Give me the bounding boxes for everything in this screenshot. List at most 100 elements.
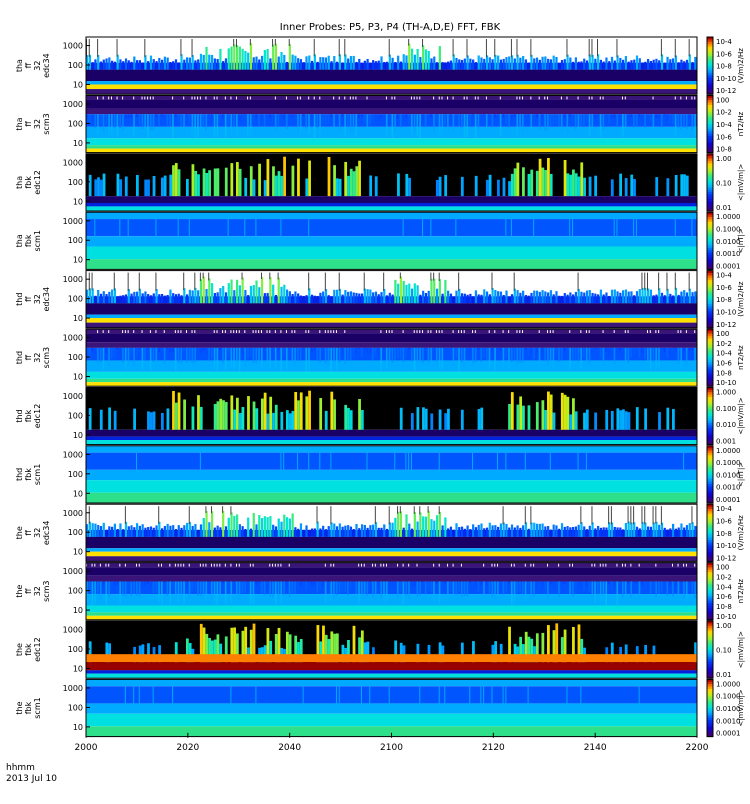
spectrum-cell — [161, 413, 164, 430]
spectrum-cell — [547, 392, 550, 430]
spectrum-cell — [533, 291, 535, 304]
spectrum-cell — [158, 294, 160, 303]
spectrum-cell — [600, 60, 602, 70]
spectrum-cell — [200, 114, 202, 133]
spectrum-cell — [239, 564, 240, 567]
spectrum-cell — [633, 219, 634, 236]
spectrum-cell — [436, 348, 438, 365]
spectrum-cell — [375, 292, 377, 304]
spectrum-cell — [358, 564, 359, 567]
spectrum-cell — [189, 506, 190, 524]
spectrum-cell — [416, 114, 418, 136]
spectrum-band — [86, 271, 697, 297]
spectrum-cell — [392, 114, 394, 138]
spectrum-cell — [472, 524, 474, 536]
spectrum-cell — [319, 348, 321, 362]
spectrum-cell — [547, 348, 549, 365]
spectrum-cell — [242, 581, 244, 593]
spectrum-cell — [217, 526, 219, 537]
panel-ylabel: tha — [15, 234, 24, 247]
spectrum-cell — [622, 348, 624, 355]
spectrum-cell — [422, 291, 424, 303]
spectrum-cell — [514, 289, 516, 304]
spectrum-cell — [150, 348, 152, 371]
spectrum-cell — [375, 114, 377, 115]
spectrum-cell — [508, 348, 510, 368]
spectrum-cell — [114, 273, 115, 291]
spectrum-cell — [622, 409, 625, 429]
panel-ylabel: edc12 — [33, 170, 42, 195]
spectrum-cell — [558, 581, 560, 597]
spectrum-cell — [666, 178, 669, 196]
spectrum-cell — [183, 348, 185, 357]
spectrum-cell — [103, 174, 106, 197]
spectrum-cell — [644, 62, 646, 70]
spectrum-cell — [539, 330, 540, 333]
spectrum-cell — [569, 219, 570, 236]
colorbar-tick-label: 10-4 — [716, 38, 732, 46]
spectrum-cell — [650, 527, 652, 537]
spectrum-cell — [169, 526, 171, 537]
spectrum-cell — [511, 564, 512, 567]
spectrum-cell — [600, 97, 601, 100]
spectrum-cell — [397, 348, 399, 359]
spectrum-cell — [694, 526, 696, 537]
spectrum-cell — [666, 348, 668, 358]
spectrum-cell — [344, 405, 347, 430]
spectrum-cell — [380, 56, 382, 69]
spectrum-cell — [578, 453, 579, 470]
spectrum-cell — [683, 527, 685, 536]
spectrum-cell — [436, 289, 438, 304]
spectrum-cell — [622, 60, 624, 70]
spectrum-cell — [389, 330, 390, 333]
spectrum-cell — [325, 581, 327, 603]
spectrum-cell — [164, 296, 166, 304]
spectrum-cell — [389, 686, 390, 703]
spectrum-cell — [616, 564, 617, 567]
spectrum-cell — [564, 581, 566, 583]
spectrum-cell — [294, 581, 296, 593]
spectrum-cell — [294, 348, 296, 366]
colorbar-unit-label: <|mV/m|> — [737, 164, 745, 201]
spectrum-band — [86, 670, 697, 673]
spectrum-cell — [458, 527, 460, 537]
spectrum-cell — [133, 409, 136, 430]
spectrum-cell — [105, 530, 107, 537]
spectrum-cell — [139, 114, 141, 125]
spectrum-cell — [466, 581, 468, 595]
colorbar-tick-label: 10-2 — [716, 340, 732, 348]
spectrum-cell — [608, 114, 610, 124]
spectrum-cell — [419, 114, 421, 138]
spectrum-cell — [314, 114, 316, 138]
spectrum-cell — [342, 348, 344, 354]
spectrum-cell — [247, 295, 249, 303]
spectrum-cell — [97, 581, 99, 594]
spectrum-cell — [100, 62, 102, 70]
spectrum-cell — [292, 166, 295, 196]
spectrum-cell — [172, 293, 174, 303]
spectrum-cell — [453, 114, 455, 132]
spectrum-cell — [480, 524, 482, 537]
spectrum-cell — [619, 293, 621, 303]
spectrum-cell — [186, 57, 188, 69]
spectrum-cell — [114, 348, 116, 357]
spectrum-band — [86, 149, 697, 153]
spectrum-cell — [436, 515, 438, 537]
spectrum-cell — [183, 581, 185, 604]
spectrum-cell — [192, 407, 195, 430]
spectrum-cell — [214, 293, 216, 303]
spectrum-cell — [244, 290, 246, 303]
spectrum-cell — [497, 453, 498, 470]
spectrum-cell — [211, 564, 212, 567]
spectrum-cell — [355, 62, 357, 70]
colorbar-tick-label: 1.000 — [716, 388, 736, 396]
spectrum-cell — [575, 581, 577, 590]
spectrum-cell — [569, 114, 571, 116]
colorbar-tick-label: 10-10 — [716, 613, 736, 621]
spectrum-cell — [628, 292, 630, 304]
spectrum-cell — [375, 348, 377, 357]
spectrum-cell — [622, 529, 624, 536]
spectrum-cell — [283, 515, 285, 537]
spectrum-cell — [686, 348, 688, 366]
spectrum-cell — [117, 581, 119, 584]
